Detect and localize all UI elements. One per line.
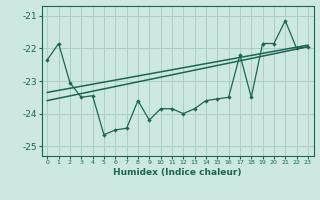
X-axis label: Humidex (Indice chaleur): Humidex (Indice chaleur) [113,168,242,177]
